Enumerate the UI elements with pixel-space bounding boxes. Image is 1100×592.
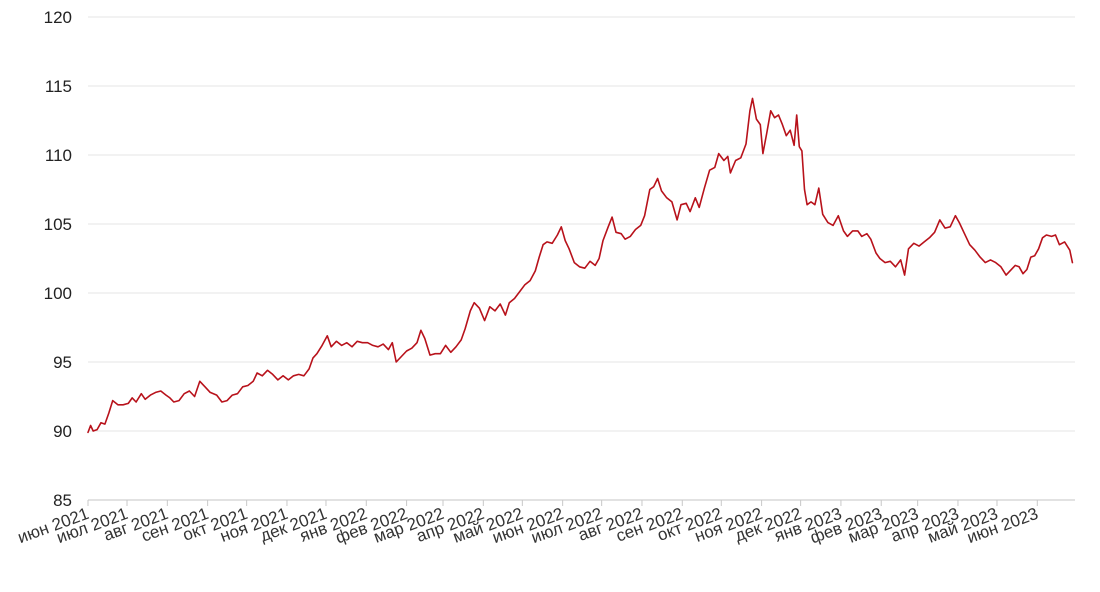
x-axis [87,499,1075,506]
y-tick-label: 110 [45,146,72,165]
series-layer [87,97,1074,434]
y-tick-label: 85 [53,491,72,510]
y-tick-label: 95 [53,353,72,372]
y-tick-label: 105 [44,215,72,234]
series-line [87,97,1074,434]
y-tick-label: 115 [45,77,72,96]
y-tick-label: 100 [44,284,72,303]
y-tick-label: 120 [44,8,72,27]
y-tick-label: 90 [53,422,72,441]
y-axis-tick-labels: 85 90 95 100 105 110 115 120 [44,8,72,510]
gridlines [88,16,1075,432]
